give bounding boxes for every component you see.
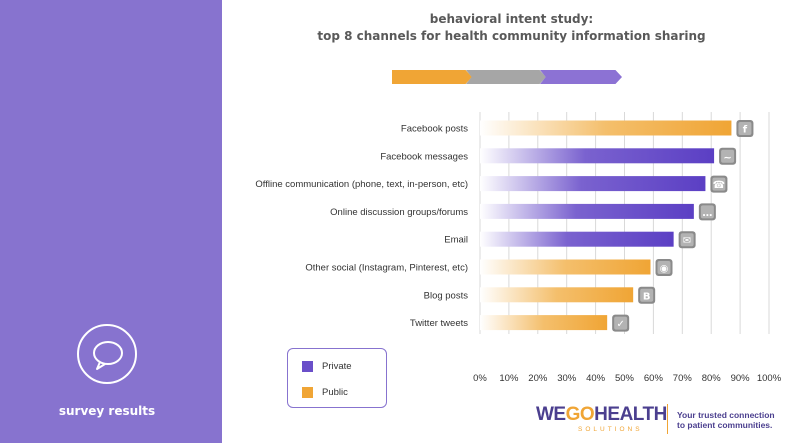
logo-go: GO	[565, 404, 595, 425]
chevron-gray	[466, 70, 546, 84]
logo-solutions: SOLUTIONS	[578, 426, 643, 433]
legend-swatch-public	[302, 387, 313, 398]
logo-health: HEALTH	[594, 404, 667, 425]
wego-health-logo: WEGOHEALTH SOLUTIONS	[536, 404, 667, 436]
bar-chart: f ~ ☎ … ✉ ◉ B ✓ Facebook posts Facebook messages…	[255, 112, 782, 384]
bar	[480, 259, 651, 275]
twitter-icon: ✓	[612, 314, 630, 332]
x-tick-label: 30%	[557, 373, 577, 384]
bar	[480, 176, 706, 192]
sidebar-label: survey results	[58, 404, 156, 418]
footer-tagline: Your trusted connection to patient commu…	[677, 410, 793, 430]
x-tick-label: 40%	[586, 373, 606, 384]
chevron-purple	[540, 70, 622, 84]
x-tick-label: 10%	[499, 373, 519, 384]
x-tick-label: 100%	[757, 373, 782, 384]
chart-title-line2: top 8 channels for health community info…	[317, 29, 706, 43]
x-tick-label: 70%	[673, 373, 693, 384]
svg-text:~: ~	[723, 152, 731, 163]
x-tick-label: 90%	[731, 373, 751, 384]
category-label: Offline communication (phone, text, in-p…	[255, 179, 468, 190]
email-icon: ✉	[678, 231, 696, 249]
category-label: Online discussion groups/forums	[330, 207, 468, 218]
category-label: Twitter tweets	[410, 318, 468, 329]
category-label: Email	[444, 235, 468, 246]
blogger-icon: B	[638, 286, 656, 304]
x-tick-label: 0%	[473, 373, 487, 384]
category-label: Facebook messages	[380, 151, 468, 162]
svg-text:✉: ✉	[683, 236, 691, 247]
bar	[480, 231, 674, 247]
speech-bubble-icon	[77, 324, 137, 384]
legend-item-public: Public	[302, 387, 348, 398]
chevron-decoration	[392, 70, 624, 84]
category-label: Facebook posts	[401, 124, 468, 135]
phone-icon: ☎	[710, 175, 728, 193]
bar	[480, 315, 608, 331]
legend-label-private: Private	[322, 361, 352, 372]
x-tick-label: 60%	[644, 373, 664, 384]
chat-bubbles-icon: …	[698, 203, 716, 221]
x-tick-label: 20%	[528, 373, 548, 384]
category-label: Other social (Instagram, Pinterest, etc)	[305, 263, 468, 274]
chevron-orange	[392, 70, 472, 84]
chart-category-labels: Facebook posts Facebook messages Offline c…	[255, 124, 468, 330]
svg-text:…: …	[702, 208, 712, 219]
x-tick-label: 50%	[615, 373, 635, 384]
facebook-icon: f	[736, 120, 754, 137]
chart-tick-labels: 0% 10% 20% 30% 40% 50% 60% 70% 80% 90% 100%	[473, 373, 782, 384]
messenger-icon: ~	[719, 147, 737, 165]
chart-title-line1: behavioral intent study:	[429, 12, 594, 26]
bar	[480, 120, 732, 136]
logo-we: WE	[536, 404, 566, 425]
category-label: Blog posts	[424, 290, 469, 301]
footer-divider	[667, 404, 668, 434]
svg-text:◉: ◉	[660, 264, 669, 275]
legend-swatch-private	[302, 361, 313, 372]
chart-legend: Private Public	[287, 348, 387, 408]
tagline-line1: Your trusted connection	[677, 410, 775, 420]
chart-bars	[480, 120, 732, 331]
legend-item-private: Private	[302, 361, 352, 372]
legend-label-public: Public	[322, 387, 348, 398]
bar	[480, 148, 715, 164]
svg-text:☎: ☎	[713, 180, 725, 191]
svg-text:B: B	[643, 291, 651, 302]
bar	[480, 203, 694, 219]
chart-title: behavioral intent study: top 8 channels …	[230, 11, 793, 45]
svg-text:f: f	[743, 125, 748, 136]
instagram-icon: ◉	[655, 259, 673, 276]
tagline-line2: to patient communities.	[677, 420, 773, 430]
bar	[480, 287, 634, 303]
svg-text:✓: ✓	[616, 319, 624, 330]
chart-icons: f ~ ☎ … ✉ ◉ B ✓	[612, 120, 754, 332]
x-tick-label: 80%	[702, 373, 722, 384]
sidebar: survey results	[0, 0, 222, 443]
